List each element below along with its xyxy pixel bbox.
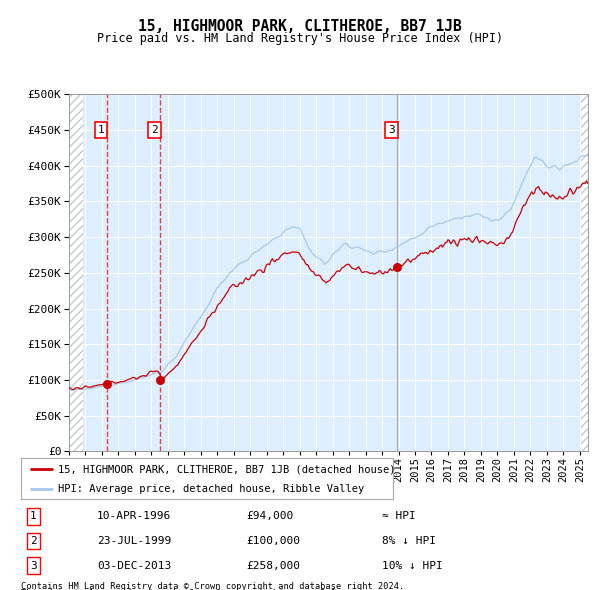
Text: 10% ↓ HPI: 10% ↓ HPI	[382, 560, 443, 571]
Text: 15, HIGHMOOR PARK, CLITHEROE, BB7 1JB: 15, HIGHMOOR PARK, CLITHEROE, BB7 1JB	[138, 19, 462, 34]
Text: ≈ HPI: ≈ HPI	[382, 512, 416, 522]
Text: 03-DEC-2013: 03-DEC-2013	[97, 560, 172, 571]
Text: 2: 2	[151, 125, 158, 135]
Text: 1: 1	[30, 512, 37, 522]
Text: Price paid vs. HM Land Registry's House Price Index (HPI): Price paid vs. HM Land Registry's House …	[97, 32, 503, 45]
Text: 15, HIGHMOOR PARK, CLITHEROE, BB7 1JB (detached house): 15, HIGHMOOR PARK, CLITHEROE, BB7 1JB (d…	[58, 464, 396, 474]
Text: £100,000: £100,000	[247, 536, 301, 546]
Text: £258,000: £258,000	[247, 560, 301, 571]
Text: £94,000: £94,000	[247, 512, 294, 522]
Text: Contains HM Land Registry data © Crown copyright and database right 2024.: Contains HM Land Registry data © Crown c…	[21, 582, 404, 590]
Text: This data is licensed under the Open Government Licence v3.0.: This data is licensed under the Open Gov…	[21, 589, 341, 590]
Text: 3: 3	[30, 560, 37, 571]
Text: 3: 3	[388, 125, 395, 135]
Text: 8% ↓ HPI: 8% ↓ HPI	[382, 536, 436, 546]
Text: 10-APR-1996: 10-APR-1996	[97, 512, 172, 522]
Text: 1: 1	[98, 125, 104, 135]
Text: 2: 2	[30, 536, 37, 546]
Text: HPI: Average price, detached house, Ribble Valley: HPI: Average price, detached house, Ribb…	[58, 484, 364, 493]
Text: 23-JUL-1999: 23-JUL-1999	[97, 536, 172, 546]
